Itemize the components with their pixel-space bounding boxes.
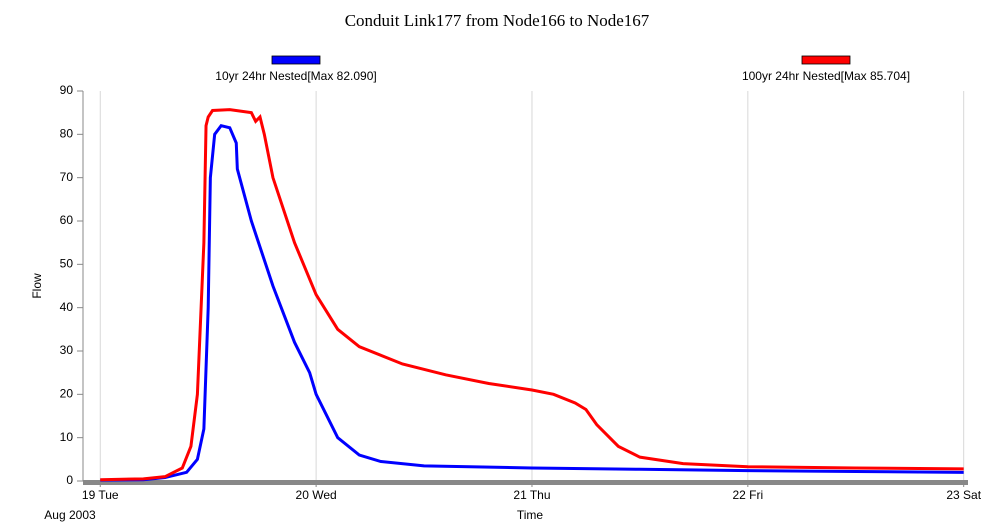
y-tick-label: 10 — [60, 430, 74, 444]
y-tick-label: 60 — [60, 213, 74, 227]
legend-label: 100yr 24hr Nested[Max 85.704] — [742, 69, 910, 83]
legend-swatch — [801, 55, 851, 65]
y-tick-label: 30 — [60, 343, 74, 357]
y-tick-label: 70 — [60, 170, 74, 184]
x-axis-sublabel: Aug 2003 — [44, 508, 96, 522]
y-tick-label: 0 — [66, 473, 73, 487]
x-tick-label: 21 Thu — [513, 488, 550, 502]
y-tick-label: 50 — [60, 257, 74, 271]
x-axis — [83, 480, 968, 485]
x-tick-label: 19 Tue — [82, 488, 119, 502]
chart-title: Conduit Link177 from Node166 to Node167 — [345, 11, 650, 30]
line-series — [100, 108, 964, 482]
x-tick-label: 20 Wed — [296, 488, 337, 502]
y-tick-label: 40 — [60, 300, 74, 314]
x-axis-label: Time — [517, 508, 544, 522]
x-tick-label: 23 Sat — [946, 488, 981, 502]
line-series — [100, 123, 964, 482]
y-tick-label: 90 — [60, 83, 74, 97]
y-tick-label: 80 — [60, 127, 74, 141]
y-axis-label: Flow — [30, 273, 44, 299]
legend-swatch — [271, 55, 321, 65]
legend-label: 10yr 24hr Nested[Max 82.090] — [215, 69, 376, 83]
y-tick-label: 20 — [60, 387, 74, 401]
x-tick-label: 22 Fri — [732, 488, 763, 502]
